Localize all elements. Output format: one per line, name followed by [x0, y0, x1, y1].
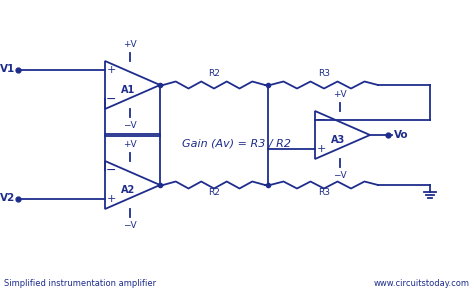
- Text: R2: R2: [208, 188, 220, 197]
- Text: +V: +V: [333, 90, 346, 99]
- Text: Vo: Vo: [394, 130, 409, 140]
- Text: www.circuitstoday.com: www.circuitstoday.com: [374, 279, 470, 288]
- Text: Simplified instrumentation amplifier: Simplified instrumentation amplifier: [4, 279, 156, 288]
- Text: A1: A1: [121, 85, 135, 95]
- Text: +: +: [106, 194, 116, 204]
- Text: −V: −V: [123, 121, 137, 130]
- Text: −: −: [106, 163, 116, 176]
- Text: A2: A2: [121, 185, 135, 195]
- Text: Gain (Av) = R3 / R2: Gain (Av) = R3 / R2: [182, 138, 292, 148]
- Text: +V: +V: [123, 40, 137, 49]
- Text: R2: R2: [208, 69, 220, 78]
- Text: R3: R3: [318, 69, 330, 78]
- Text: +V: +V: [123, 140, 137, 149]
- Text: −: −: [106, 93, 116, 106]
- Text: A3: A3: [331, 135, 345, 145]
- Text: V1: V1: [0, 64, 15, 74]
- Text: +: +: [106, 65, 116, 75]
- Text: −V: −V: [123, 221, 137, 230]
- Text: −: −: [316, 114, 326, 127]
- Text: V2: V2: [0, 193, 15, 203]
- Text: +: +: [316, 144, 326, 154]
- Text: R3: R3: [318, 188, 330, 197]
- Text: −V: −V: [333, 171, 346, 180]
